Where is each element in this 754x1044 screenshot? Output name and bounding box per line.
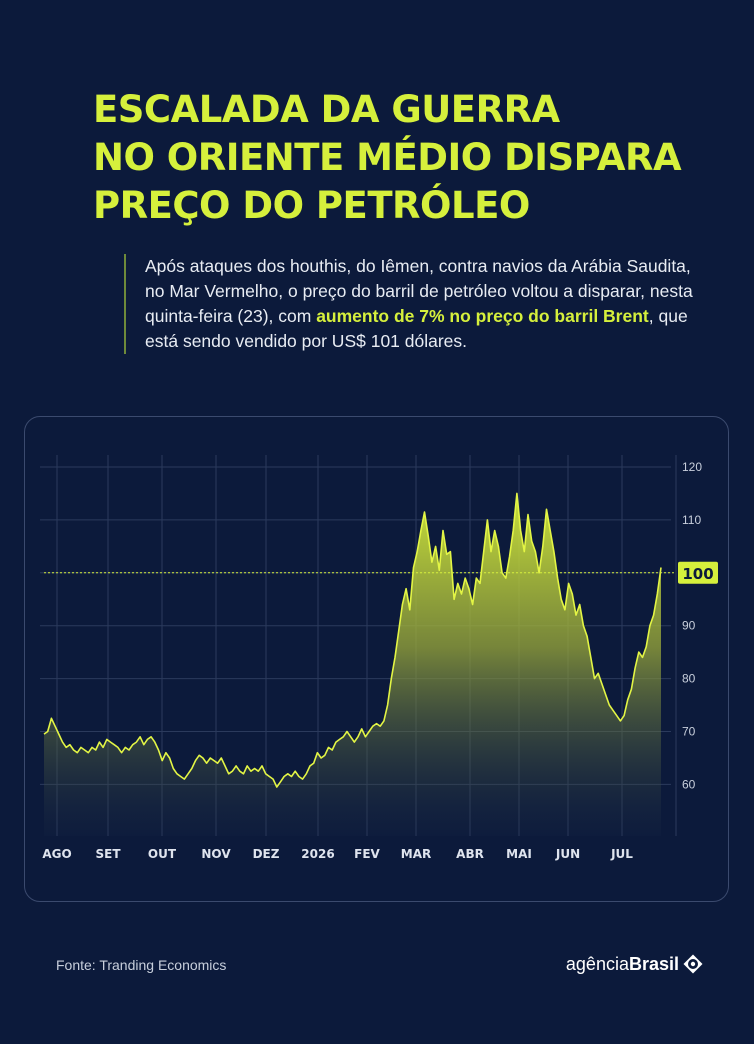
y-axis: 60 70 80 90 110 120 [682,460,702,791]
lead-highlight: aumento de 7% no preço do barril Brent [316,306,649,326]
logo-text-brasil: Brasil [628,953,679,974]
lead-text-before: Após ataques dos houthis, do Iêmen, cont… [145,256,693,326]
x-tick-label: MAI [506,847,532,861]
x-tick-label: 2026 [301,847,334,861]
y-tick-label: 70 [682,725,696,739]
title-line-1: ESCALADA DA GUERRA [93,88,560,131]
x-tick-label: SET [95,847,121,861]
lead-paragraph: Após ataques dos houthis, do Iêmen, cont… [124,254,705,354]
x-axis: AGO SET OUT NOV DEZ 2026 FEV MAR ABR MAI JUN JUL [42,847,633,861]
source-text: Fonte: Tranding Economics [56,957,227,973]
reference-badge-label: 100 [682,565,713,583]
chart-area-layer [43,492,662,836]
y-tick-label: 60 [682,777,696,791]
lead-text-after: , que está sendo vendido por US$ 101 dól… [145,306,688,351]
chart-card [24,416,729,902]
y-tick-label: 80 [682,672,696,686]
y-tick-label: 110 [682,513,701,527]
x-tick-label: AGO [42,847,71,861]
x-tick-label: ABR [456,847,484,861]
reference-layer: 100 [44,561,718,584]
title-line-3: PREÇO DO PETRÓLEO [93,184,530,227]
x-tick-label: JUN [555,847,580,861]
agencia-brasil-logo: agência Brasil [566,953,704,975]
x-tick-label: JUL [610,847,633,861]
x-tick-label: FEV [354,847,380,861]
x-tick-label: MAR [401,847,431,861]
agencia-brasil-logo-icon [683,954,703,974]
title-line-2: NO ORIENTE MÉDIO DISPARA [93,136,682,179]
y-tick-label: 90 [682,619,696,633]
reference-badge [678,561,718,584]
y-tick-label: 120 [682,460,702,474]
x-tick-label: DEZ [253,847,280,861]
series-line [43,492,662,788]
x-tick-label: OUT [148,847,177,861]
series-area [44,493,661,836]
logo-text-agencia: agência [565,953,629,974]
page-title: ESCALADA DA GUERRA NO ORIENTE MÉDIO DISP… [93,86,733,230]
x-tick-label: NOV [201,847,231,861]
